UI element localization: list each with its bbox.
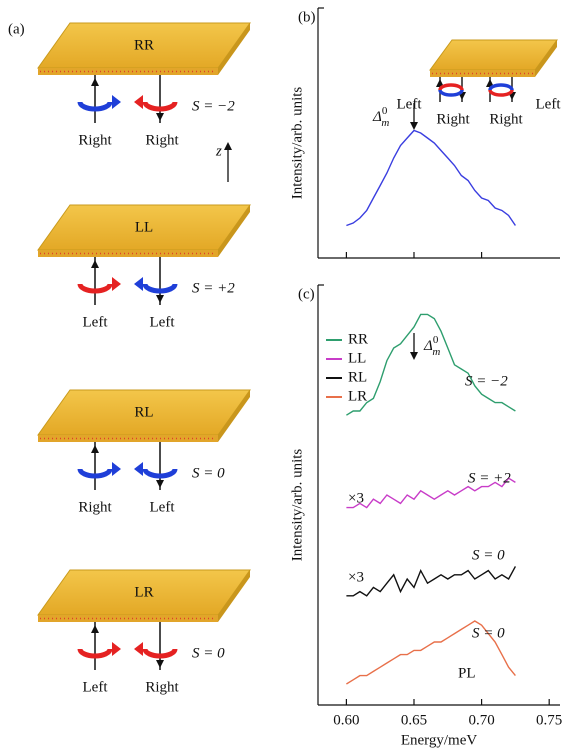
delta-sup: 0	[433, 334, 439, 346]
helicity-label: Right	[145, 679, 179, 695]
z-label: z	[215, 143, 222, 159]
x-axis-label: Energy/meV	[401, 732, 478, 748]
curl-arrow	[134, 642, 175, 656]
inset-label: Left	[536, 96, 562, 112]
curl-arrow	[134, 277, 175, 291]
arrow-head	[91, 445, 99, 453]
annotation: ×3	[348, 569, 364, 585]
panel-label: (a)	[8, 21, 25, 37]
arrow-head	[156, 295, 164, 303]
arrow-head	[91, 78, 99, 86]
curl-head	[112, 642, 121, 656]
inset-label: Left	[397, 96, 423, 112]
curl-head	[134, 642, 143, 656]
legend-label: LR	[348, 388, 367, 404]
delta-sub: m	[432, 346, 440, 358]
annotation: S = −2	[465, 373, 508, 389]
plate-top	[430, 40, 557, 70]
series-line	[346, 566, 515, 595]
curl-head	[112, 95, 121, 109]
spin-label: S = −2	[192, 98, 235, 114]
arrow-head	[156, 480, 164, 488]
annotation: S = +2	[468, 470, 511, 486]
x-tick-label: 0.70	[468, 712, 494, 728]
curl-head	[134, 95, 143, 109]
arrow-head	[224, 142, 232, 150]
arrow-head	[410, 352, 418, 360]
series-line	[346, 314, 515, 415]
annotation: S = 0	[472, 547, 505, 563]
x-tick-label: 0.60	[333, 712, 359, 728]
annotation: S = 0	[472, 625, 505, 641]
helicity-label: Right	[78, 499, 112, 515]
curl-head	[112, 277, 121, 291]
arrow-head	[91, 260, 99, 268]
curl-arrow	[80, 642, 121, 656]
arrow-head	[156, 660, 164, 668]
spin-label: S = 0	[192, 645, 225, 661]
plate-label: LL	[135, 219, 153, 235]
curl-arc	[490, 90, 512, 95]
x-tick-label: 0.75	[536, 712, 562, 728]
panel-label: (c)	[298, 286, 315, 302]
curl-head	[134, 277, 143, 291]
helicity-label: Left	[83, 679, 109, 695]
delta-sup: 0	[382, 105, 388, 117]
spin-label: S = +2	[192, 280, 235, 296]
y-axis-label: Intensity/arb. units	[289, 87, 305, 200]
spin-label: S = 0	[192, 465, 225, 481]
curl-arrow	[80, 277, 121, 291]
curl-arc	[440, 85, 462, 90]
helicity-label: Left	[83, 314, 109, 330]
curl-arrow	[134, 462, 175, 476]
curl-head	[112, 462, 121, 476]
plate-label: LR	[134, 584, 153, 600]
helicity-label: Left	[150, 499, 176, 515]
helicity-label: Right	[145, 132, 179, 148]
annotation: PL	[458, 665, 476, 681]
curl-arrow	[134, 95, 175, 109]
arrow-head	[410, 122, 418, 130]
helicity-label: Right	[78, 132, 112, 148]
delta-sub: m	[381, 117, 389, 129]
figure: (a) RR Right Right S = −2 LL Left Left S = +2 RL R…	[0, 0, 571, 749]
curl-arrow	[80, 95, 121, 109]
plate-label: RL	[134, 404, 153, 420]
inset-label: Right	[436, 111, 470, 127]
curl-arrow	[80, 462, 121, 476]
legend-label: LL	[348, 350, 366, 366]
annotation: ×3	[348, 490, 364, 506]
inset-label: Right	[489, 111, 523, 127]
arrow-head	[156, 113, 164, 121]
plate-label: RR	[134, 37, 154, 53]
legend-label: RR	[348, 331, 368, 347]
arrow-head	[91, 625, 99, 633]
curl-arc	[490, 85, 512, 90]
curl-head	[134, 462, 143, 476]
legend-label: RL	[348, 369, 367, 385]
y-axis-label: Intensity/arb. units	[289, 449, 305, 562]
plate-front	[430, 70, 535, 77]
series-line	[346, 131, 515, 226]
curl-arc	[440, 90, 462, 95]
helicity-label: Left	[150, 314, 176, 330]
panel-label: (b)	[298, 9, 316, 25]
x-tick-label: 0.65	[401, 712, 427, 728]
